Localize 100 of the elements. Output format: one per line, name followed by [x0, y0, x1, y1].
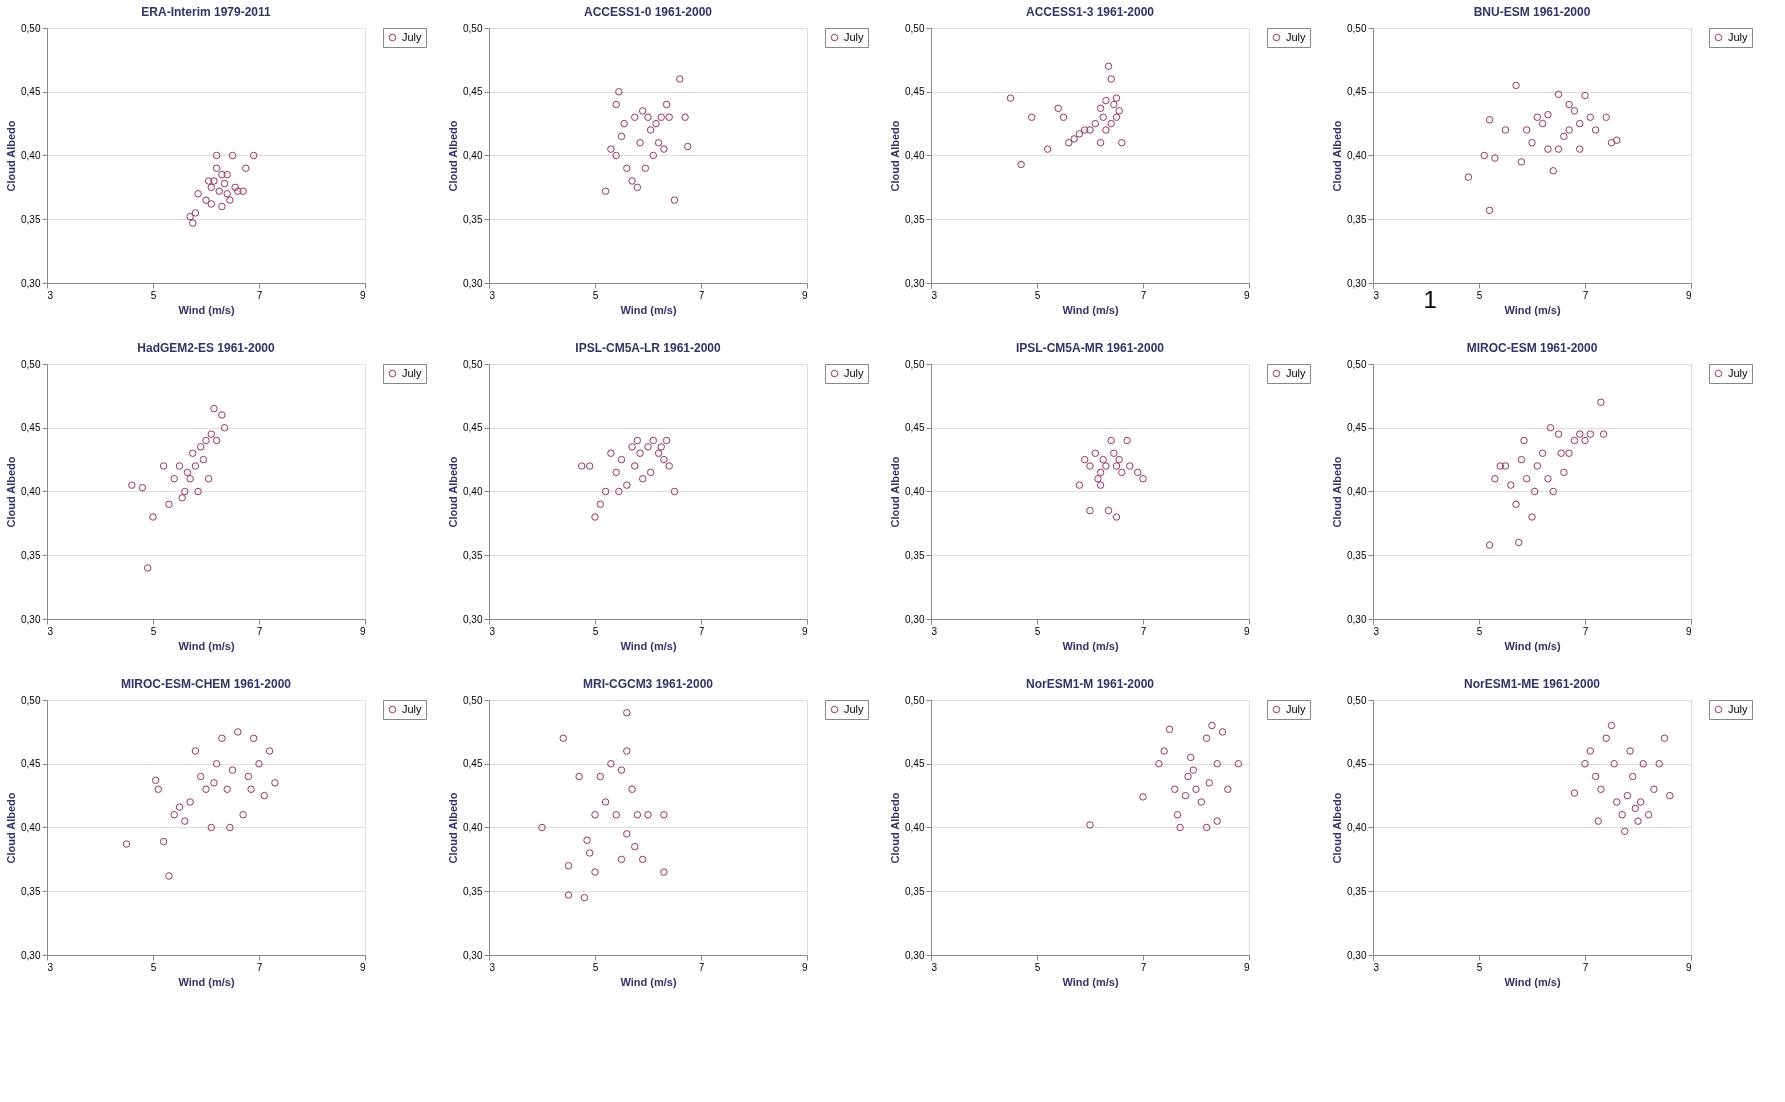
- point: [1570, 436, 1579, 445]
- point: [1581, 436, 1589, 445]
- point: [1192, 785, 1200, 793]
- point: [1586, 430, 1595, 438]
- y-tick-label: 0,40: [905, 822, 925, 833]
- y-tick-label: 0,30: [1347, 613, 1367, 625]
- x-tick-label: 7: [698, 625, 705, 637]
- point: [1102, 126, 1110, 134]
- point: [620, 119, 628, 128]
- x-tick-label: 5: [1476, 625, 1483, 637]
- point: [1102, 96, 1110, 105]
- point: [1133, 468, 1142, 477]
- point: [1522, 126, 1531, 134]
- point: [1139, 793, 1147, 801]
- point: [1189, 766, 1198, 774]
- point: [580, 893, 589, 902]
- y-tick-label: 0,35: [463, 885, 483, 897]
- point: [1501, 126, 1510, 134]
- point: [646, 468, 655, 477]
- point: [1017, 160, 1025, 169]
- point: [607, 145, 615, 153]
- point: [1054, 104, 1062, 113]
- point: [591, 868, 599, 876]
- point: [596, 500, 605, 508]
- x-tick-label: 5: [592, 289, 599, 301]
- point: [1118, 139, 1126, 147]
- point: [538, 823, 546, 832]
- point: [1213, 817, 1221, 825]
- y-tick-label: 0,45: [1347, 758, 1367, 770]
- y-tick-label: 0,35: [1347, 549, 1367, 561]
- y-axis-title: Cloud Albedo: [447, 120, 460, 192]
- point: [1104, 62, 1113, 70]
- point: [1607, 139, 1616, 147]
- x-tick-label: 3: [931, 289, 938, 301]
- y-tick-label: 0,45: [905, 86, 925, 98]
- x-tick-label: 5: [592, 961, 599, 973]
- point: [665, 113, 673, 121]
- point: [1165, 725, 1174, 734]
- point: [204, 177, 213, 185]
- x-tick-label: 3: [489, 961, 496, 973]
- point: [1099, 455, 1107, 464]
- x-tick-label: 5: [1034, 625, 1041, 637]
- point: [1496, 462, 1504, 470]
- point: [670, 487, 679, 496]
- point: [242, 164, 250, 172]
- point: [631, 842, 639, 851]
- point: [662, 100, 671, 109]
- text: 1: [1423, 286, 1437, 313]
- x-tick-label: 5: [592, 625, 599, 637]
- y-axis-title: Cloud Albedo: [5, 456, 18, 528]
- point: [170, 475, 178, 483]
- point: [575, 772, 583, 781]
- point: [662, 436, 671, 445]
- x-axis-title: Wind (m/s): [1062, 975, 1119, 988]
- point: [1006, 94, 1015, 102]
- legend-label: July: [844, 366, 865, 379]
- point: [218, 734, 226, 742]
- y-tick-label: 0,35: [905, 549, 925, 561]
- point: [1621, 827, 1629, 836]
- point: [1517, 455, 1526, 464]
- point: [1173, 811, 1182, 819]
- point: [189, 449, 197, 457]
- y-tick-label: 0,35: [21, 549, 41, 561]
- y-tick-label: 0,30: [463, 949, 483, 961]
- x-tick-label: 3: [489, 289, 496, 301]
- point: [1575, 119, 1584, 128]
- point: [260, 791, 269, 800]
- point: [1065, 139, 1073, 147]
- point: [191, 462, 200, 470]
- point: [149, 513, 157, 521]
- point: [1491, 154, 1499, 162]
- x-tick-label: 9: [1685, 289, 1692, 301]
- x-axis-title: Wind (m/s): [1504, 975, 1561, 988]
- point: [1602, 113, 1610, 121]
- y-tick-label: 0,40: [463, 150, 483, 161]
- point: [1075, 130, 1084, 138]
- point: [1096, 481, 1105, 489]
- point: [641, 164, 650, 172]
- point: [607, 760, 615, 768]
- legend-label: July: [1728, 702, 1749, 715]
- x-axis-title: Wind (m/s): [1504, 303, 1561, 316]
- point: [1591, 772, 1600, 781]
- point: [1538, 449, 1547, 457]
- point: [1202, 823, 1211, 832]
- y-tick-label: 0,50: [905, 694, 925, 706]
- point: [1586, 113, 1595, 121]
- point: [1099, 113, 1107, 121]
- point: [212, 436, 221, 445]
- point: [1464, 173, 1473, 181]
- point: [1533, 462, 1542, 470]
- point: [631, 462, 639, 470]
- legend-label: July: [402, 366, 423, 379]
- y-tick-label: 0,45: [905, 758, 925, 770]
- point: [617, 455, 626, 464]
- x-tick-label: 9: [359, 625, 366, 637]
- y-tick-label: 0,35: [1347, 213, 1367, 225]
- point: [265, 747, 274, 755]
- point: [1549, 167, 1557, 175]
- y-tick-label: 0,40: [21, 822, 41, 833]
- y-tick-label: 0,50: [1347, 358, 1367, 370]
